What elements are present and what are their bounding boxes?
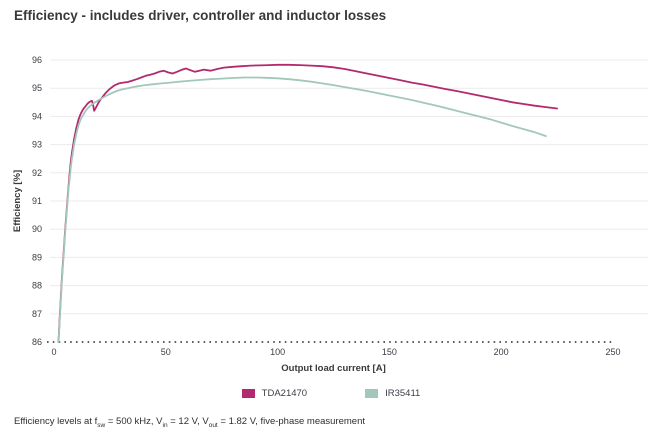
series-line-ir35411 — [57, 76, 547, 343]
y-tick-label: 95 — [32, 83, 42, 93]
y-tick-label: 96 — [32, 55, 42, 65]
legend-swatch-tda21470 — [241, 389, 255, 398]
y-tick-label: 90 — [32, 224, 42, 234]
chart-legend: TDA21470 IR35411 — [0, 388, 662, 399]
legend-label: TDA21470 — [261, 388, 308, 399]
x-axis-label: Output load current [A] — [281, 363, 386, 374]
footer-subscript: in — [162, 421, 168, 429]
x-tick-label: 50 — [161, 347, 171, 357]
y-tick-label: 86 — [32, 337, 42, 347]
legend-swatch-ir35411 — [365, 389, 379, 398]
y-tick-label: 92 — [32, 168, 42, 178]
y-tick-label: 94 — [32, 111, 42, 121]
y-tick-label: 91 — [32, 196, 42, 206]
measurement-conditions-note: Efficiency levels at fsw = 500 kHz, Vin … — [14, 416, 365, 429]
legend-label: IR35411 — [385, 388, 421, 399]
x-tick-label: 150 — [382, 347, 397, 357]
y-tick-label: 89 — [32, 252, 42, 262]
footer-subscript: out — [208, 421, 218, 429]
footer-text: = 500 kHz, V — [105, 416, 163, 427]
y-axis-label: Efficiency [%] — [12, 170, 23, 232]
footer-text: = 12 V, V — [167, 416, 209, 427]
footer-text: Efficiency levels at f — [14, 416, 98, 427]
legend-item-tda21470: TDA21470 — [241, 388, 308, 399]
footer-subscript: sw — [97, 421, 106, 429]
y-tick-label: 87 — [32, 309, 42, 319]
y-tick-label: 93 — [32, 140, 42, 150]
footer-text: = 1.82 V, five-phase measurement — [217, 416, 365, 427]
x-tick-label: 0 — [51, 347, 56, 357]
x-tick-label: 200 — [494, 347, 509, 357]
chart-title: Efficiency - includes driver, controller… — [14, 8, 387, 23]
legend-item-ir35411: IR35411 — [365, 388, 420, 399]
y-tick-label: 88 — [32, 281, 42, 291]
x-tick-label: 100 — [270, 347, 285, 357]
series-line-tda21470 — [57, 63, 558, 343]
x-tick-label: 250 — [605, 347, 620, 357]
